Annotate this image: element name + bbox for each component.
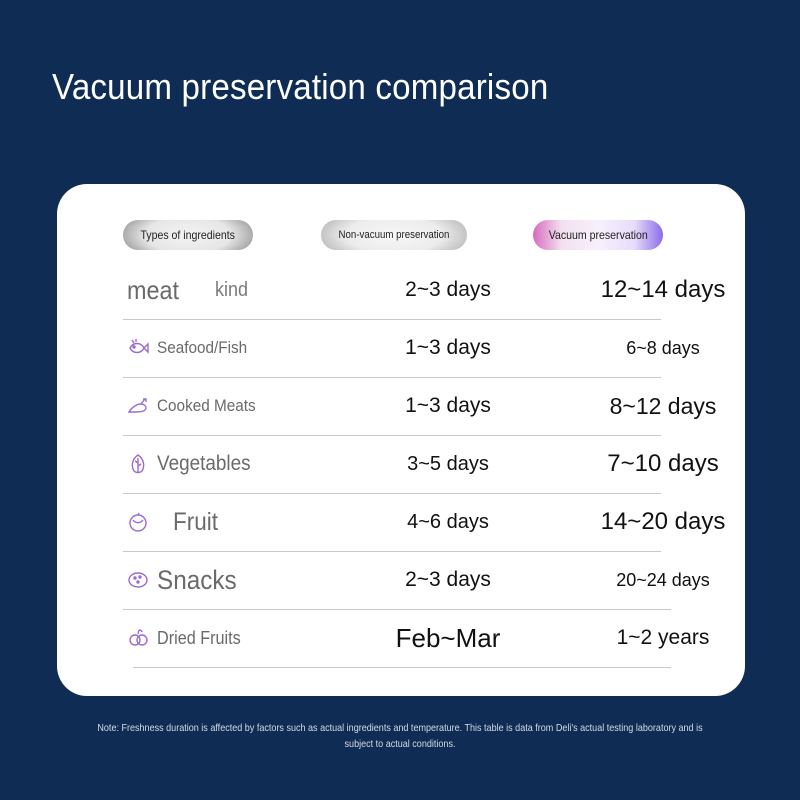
vacuum-value: 12~14 days [600,276,726,303]
ingredient-label: Snacks [157,564,237,595]
footnote-text: Note: Freshness duration is affected by … [97,722,703,750]
fish-icon [127,337,149,359]
ingredient-label: Fruit [173,507,218,536]
vacuum-value: 1~2 years [616,626,710,649]
header-non-vacuum-label: Non-vacuum preservation [338,229,450,241]
ingredient-cell: Dried Fruits [127,610,250,666]
table-row: Seafood/Fish 1~3 days 6~8 days [123,320,700,378]
comparison-card: Types of ingredients Non-vacuum preserva… [57,184,745,696]
table-row: Cooked Meats 1~3 days 8~12 days [123,378,716,436]
vacuum-value: 20~24 days [616,569,710,590]
row-divider [123,493,661,494]
ingredient-cell: meat kind [127,262,252,318]
non-vacuum-value: 1~3 days [405,336,491,359]
drumstick-icon [127,395,149,417]
header-types-pill: Types of ingredients [123,220,253,250]
ingredient-label: Vegetables [157,452,251,475]
vacuum-value: 8~12 days [609,392,717,419]
header-vacuum-pill: Vacuum preservation [533,220,663,250]
ingredient-cell: Cooked Meats [127,378,267,434]
ingredient-cell: Seafood/Fish [127,320,257,376]
vacuum-value: 7~10 days [607,450,719,477]
leaf-icon [127,453,149,475]
row-divider [123,319,661,320]
header-vacuum-label: Vacuum preservation [548,228,648,242]
non-vacuum-value: 1~3 days [405,394,491,417]
vacuum-value: 14~20 days [600,508,726,535]
vacuum-value: 6~8 days [626,337,700,358]
row-divider [123,377,661,378]
fruit-icon [127,511,149,533]
table-row: Fruit 4~6 days 14~20 days [123,494,725,552]
table-row: Dried Fruits Feb~Mar 1~2 years [129,610,709,668]
row-divider [133,667,671,668]
cookie-icon [127,569,149,591]
ingredient-label: Dried Fruits [157,627,241,648]
non-vacuum-value: 2~3 days [405,568,491,591]
footnote: Note: Freshness duration is affected by … [40,720,760,752]
dried-fruit-icon [127,627,149,649]
table-row: Snacks 2~3 days 20~24 days [123,552,710,610]
ingredient-cell: Vegetables [127,436,261,492]
header-types-label: Types of ingredients [140,228,236,242]
header-non-vacuum-pill: Non-vacuum preservation [321,220,467,250]
page-title: Vacuum preservation comparison [52,66,549,107]
ingredient-label: Cooked Meats [157,396,256,415]
ingredient-label: meat [127,274,180,305]
table-row: Vegetables 3~5 days 7~10 days [123,436,719,494]
non-vacuum-value: Feb~Mar [395,622,501,653]
table-row: meat kind 2~3 days 12~14 days [123,262,725,320]
row-divider [123,609,671,610]
row-divider [123,435,661,436]
non-vacuum-value: 3~5 days [407,452,489,475]
ingredient-label: Seafood/Fish [157,338,248,357]
row-divider [123,551,661,552]
ingredient-cell: Snacks [127,552,246,608]
ingredient-label-suffix: kind [214,278,248,301]
non-vacuum-value: 2~3 days [405,278,491,301]
ingredient-cell: Fruit [127,494,223,550]
non-vacuum-value: 4~6 days [407,510,489,533]
